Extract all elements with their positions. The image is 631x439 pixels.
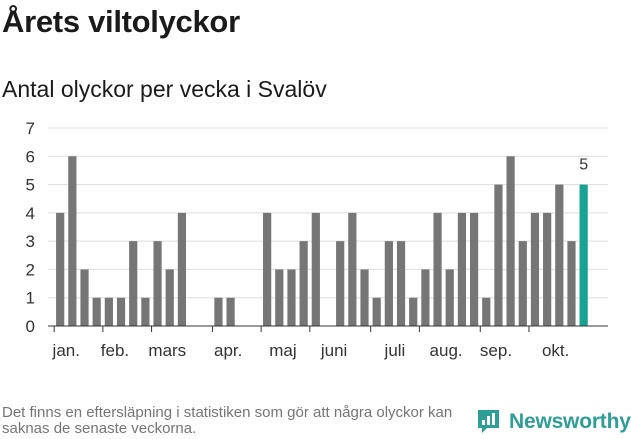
bar [165,269,174,326]
x-tick-label: feb. [101,341,129,360]
footnote: Det finns en eftersläpning i statistiken… [2,404,453,437]
bar [56,212,65,326]
bar [116,297,126,326]
bar [543,212,552,326]
bar-chart: 0 1 2 3 4 5 6 7 5 jan. feb. mars apr. maj juni juli aug.… [26,119,608,360]
bar [530,212,540,326]
bar [104,297,113,326]
bar [348,212,357,326]
bar [433,212,442,326]
x-tick-label: apr. [214,341,242,360]
bar [494,184,503,326]
bar [518,241,527,326]
bar [275,269,284,326]
x-tick-label: sep. [480,341,512,360]
chart-subtitle: Antal olyckor per vecka i Svalöv [2,76,327,102]
bar [372,297,381,326]
bar [263,212,272,326]
bar [177,212,187,326]
bar [360,269,369,326]
y-tick-label: 1 [26,289,35,308]
bar [153,241,162,326]
bar [299,241,308,326]
bar [68,156,77,326]
bar [129,241,138,326]
bar [396,241,406,326]
y-tick-label: 7 [26,119,35,138]
bar [409,297,418,326]
bar [469,212,479,326]
bar [445,269,454,326]
y-tick-label: 5 [26,176,35,195]
bar [506,156,515,326]
x-tick-label: juli [384,341,406,360]
y-tick-label: 0 [26,317,35,336]
bar [482,297,491,326]
y-tick-label: 4 [26,204,35,223]
x-tick-label: okt. [542,341,569,360]
highlight-bar [579,184,588,326]
bar [287,269,296,326]
chart-title: Årets viltolyckor [2,4,240,39]
bar [457,212,467,326]
bar [214,297,223,326]
bar [311,212,320,326]
bar [226,297,235,326]
x-tick-label: aug. [430,341,463,360]
highlight-value-label: 5 [579,157,588,174]
bar [80,269,89,326]
x-tick-label: jan. [52,341,80,360]
y-tick-label: 3 [26,232,35,251]
x-tick-label: juni [320,341,347,360]
bar [555,184,564,326]
bar [567,241,576,326]
bar [384,241,393,326]
x-tick-label: maj [269,341,296,360]
bar [92,297,101,326]
bar [141,297,150,326]
bar [336,241,345,326]
y-tick-label: 2 [26,260,35,279]
brand-name: Newsworthy [509,409,631,433]
y-tick-label: 6 [26,147,35,166]
x-tick-label: mars [148,341,186,360]
bar [421,269,430,326]
brand-logo[interactable]: Newsworthy [476,408,631,435]
bar-chart-icon [478,410,499,433]
